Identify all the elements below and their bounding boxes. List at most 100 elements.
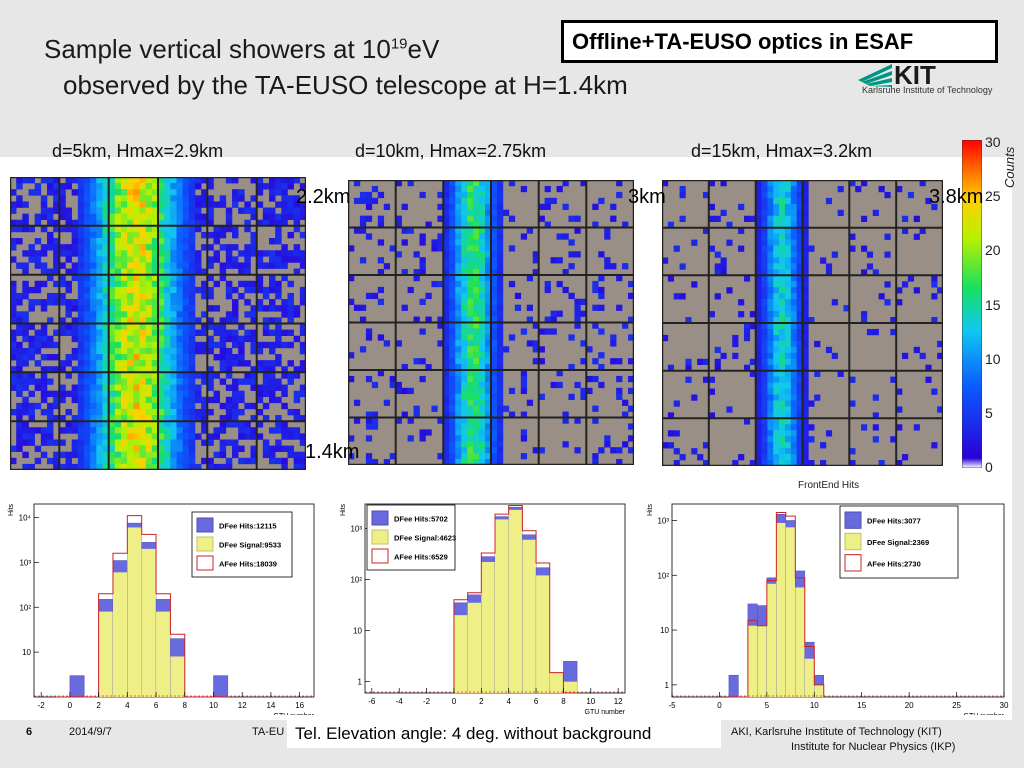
map-pixel: [40, 408, 48, 416]
dfee-signal-bar: [481, 561, 495, 693]
map-pixel: [491, 334, 498, 341]
map-pixel: [281, 305, 288, 312]
map-pixel: [121, 244, 128, 251]
map-pixel: [866, 251, 874, 258]
map-pixel: [784, 227, 792, 234]
map-pixel: [127, 457, 134, 465]
map-pixel: [779, 358, 786, 366]
map-pixel: [59, 415, 66, 422]
map-pixel: [496, 340, 504, 347]
y-tick-label: 10³: [19, 558, 31, 567]
map-pixel: [419, 429, 426, 436]
map-pixel: [802, 394, 809, 401]
map-pixel: [467, 429, 474, 436]
map-pixel: [77, 372, 85, 379]
map-pixel: [84, 439, 91, 446]
map-pixel: [77, 207, 85, 214]
map-pixel: [108, 360, 116, 367]
map-pixel: [114, 311, 122, 318]
map-pixel: [170, 372, 177, 379]
map-pixel: [96, 341, 103, 349]
map-pixel: [182, 189, 190, 196]
map-pixel: [188, 201, 196, 208]
map-pixel: [395, 417, 402, 424]
map-pixel: [592, 417, 599, 424]
map-pixel: [158, 323, 165, 330]
map-pixel: [299, 360, 306, 367]
map-pixel: [77, 189, 85, 196]
map-pixel: [201, 347, 208, 355]
map-pixel: [10, 457, 17, 465]
map-pixel: [443, 352, 450, 359]
map-pixel: [65, 323, 72, 330]
x-tick-label: 16: [295, 701, 304, 710]
map-pixel: [145, 177, 153, 184]
map-pixel: [108, 231, 116, 239]
map-pixel: [491, 215, 498, 222]
map-pixel: [170, 207, 177, 214]
map-pixel: [467, 275, 474, 282]
map-pixel: [176, 427, 183, 434]
map-pixel: [250, 384, 257, 391]
annotation-2.2km: 2.2km: [296, 186, 351, 208]
map-pixel: [90, 311, 97, 318]
map-pixel: [59, 451, 66, 459]
map-pixel: [449, 215, 456, 222]
map-pixel: [761, 227, 768, 234]
map-pixel: [773, 245, 780, 252]
map-pixel: [232, 390, 239, 398]
map-pixel: [738, 245, 745, 252]
map-pixel: [219, 366, 227, 373]
map-pixel: [71, 244, 79, 251]
map-pixel: [28, 378, 35, 385]
map-pixel: [145, 335, 153, 343]
map-pixel: [182, 384, 190, 391]
map-pixel: [790, 460, 797, 466]
map-pixel: [238, 347, 245, 355]
map-pixel: [65, 207, 72, 214]
map-pixel: [455, 203, 462, 210]
map-pixel: [784, 352, 792, 360]
map-pixel: [773, 460, 780, 466]
map-pixel: [164, 268, 171, 275]
map-pixel: [849, 245, 856, 252]
map-pixel: [796, 460, 803, 466]
map-pixel: [443, 375, 450, 383]
map-pixel: [182, 207, 190, 214]
map-pixel: [84, 372, 91, 379]
map-pixel: [102, 347, 109, 355]
map-pixel: [102, 341, 109, 349]
map-pixel: [71, 262, 79, 269]
map-pixel: [102, 311, 109, 318]
map-pixel: [574, 310, 581, 317]
map-pixel: [767, 418, 774, 425]
map-pixel: [213, 451, 220, 459]
map-pixel: [269, 213, 276, 221]
map-pixel: [96, 219, 103, 227]
legend-entry: AFee Hits:18039: [219, 560, 277, 569]
map-pixel: [275, 317, 282, 324]
map-pixel: [538, 346, 545, 353]
map-pixel: [77, 402, 85, 410]
map-pixel: [207, 256, 214, 263]
map-pixel: [673, 448, 680, 455]
map-pixel: [738, 227, 745, 234]
map-pixel: [377, 191, 385, 199]
map-pixel: [610, 358, 617, 365]
map-pixel: [114, 335, 122, 343]
map-pixel: [790, 388, 797, 395]
map-pixel: [77, 451, 85, 459]
map-pixel: [755, 191, 762, 199]
map-pixel: [720, 209, 727, 217]
map-pixel: [133, 445, 140, 452]
map-pixel: [496, 393, 504, 400]
map-pixel: [269, 396, 276, 404]
map-pixel: [164, 219, 171, 227]
map-pixel: [188, 366, 196, 373]
map-pixel: [802, 269, 809, 276]
map-pixel: [383, 399, 391, 406]
map-pixel: [861, 180, 868, 187]
map-pixel: [485, 393, 492, 400]
map-pixel: [40, 439, 48, 446]
map-pixel: [287, 378, 294, 385]
